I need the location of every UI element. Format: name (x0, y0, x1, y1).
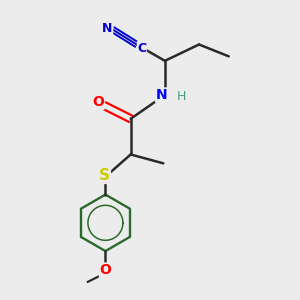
Text: N: N (155, 88, 167, 102)
Text: H: H (176, 90, 186, 103)
Text: N: N (102, 22, 113, 34)
Text: O: O (92, 95, 104, 110)
Text: S: S (99, 168, 110, 183)
Text: C: C (137, 42, 146, 55)
Text: O: O (100, 263, 111, 277)
